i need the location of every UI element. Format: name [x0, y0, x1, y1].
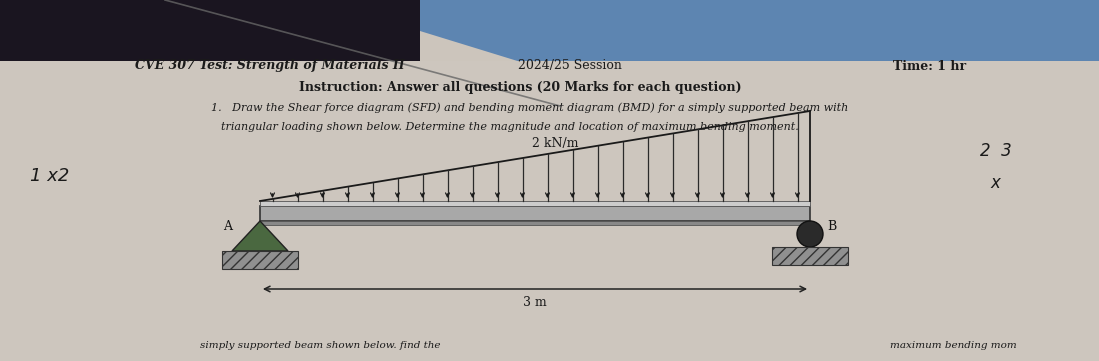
- Text: Instruction: Answer all questions (20 Marks for each question): Instruction: Answer all questions (20 Ma…: [299, 81, 742, 93]
- Circle shape: [797, 221, 823, 247]
- Text: 2  3: 2 3: [980, 142, 1012, 160]
- Text: 1.   Draw the Shear force diagram (SFD) and bending moment diagram (BMD) for a s: 1. Draw the Shear force diagram (SFD) an…: [211, 103, 848, 113]
- Bar: [222, 251, 298, 269]
- Text: 1 x2: 1 x2: [30, 167, 69, 185]
- Polygon shape: [650, 71, 1099, 131]
- Polygon shape: [232, 221, 288, 251]
- Polygon shape: [420, 0, 1099, 91]
- Text: 2024/25 Session: 2024/25 Session: [518, 60, 622, 73]
- Text: 3 m: 3 m: [523, 296, 547, 309]
- Bar: [260, 221, 810, 225]
- Text: triangular loading shown below. Determine the magnitude and location of maximum : triangular loading shown below. Determin…: [221, 122, 799, 132]
- Text: x: x: [990, 174, 1000, 192]
- Bar: [260, 201, 810, 206]
- Bar: [0, 61, 1099, 361]
- Text: 2 kN/m: 2 kN/m: [532, 136, 578, 149]
- Bar: [260, 206, 810, 221]
- Text: B: B: [828, 219, 836, 232]
- Bar: [0, 0, 420, 71]
- Text: CVE 307 Test: Strength of Materials II: CVE 307 Test: Strength of Materials II: [135, 60, 404, 73]
- Text: maximum bending mom: maximum bending mom: [890, 342, 1017, 351]
- Text: simply supported beam shown below. find the: simply supported beam shown below. find …: [200, 342, 441, 351]
- Text: A: A: [223, 219, 233, 232]
- Bar: [771, 247, 848, 265]
- Text: Time: 1 hr: Time: 1 hr: [893, 60, 966, 73]
